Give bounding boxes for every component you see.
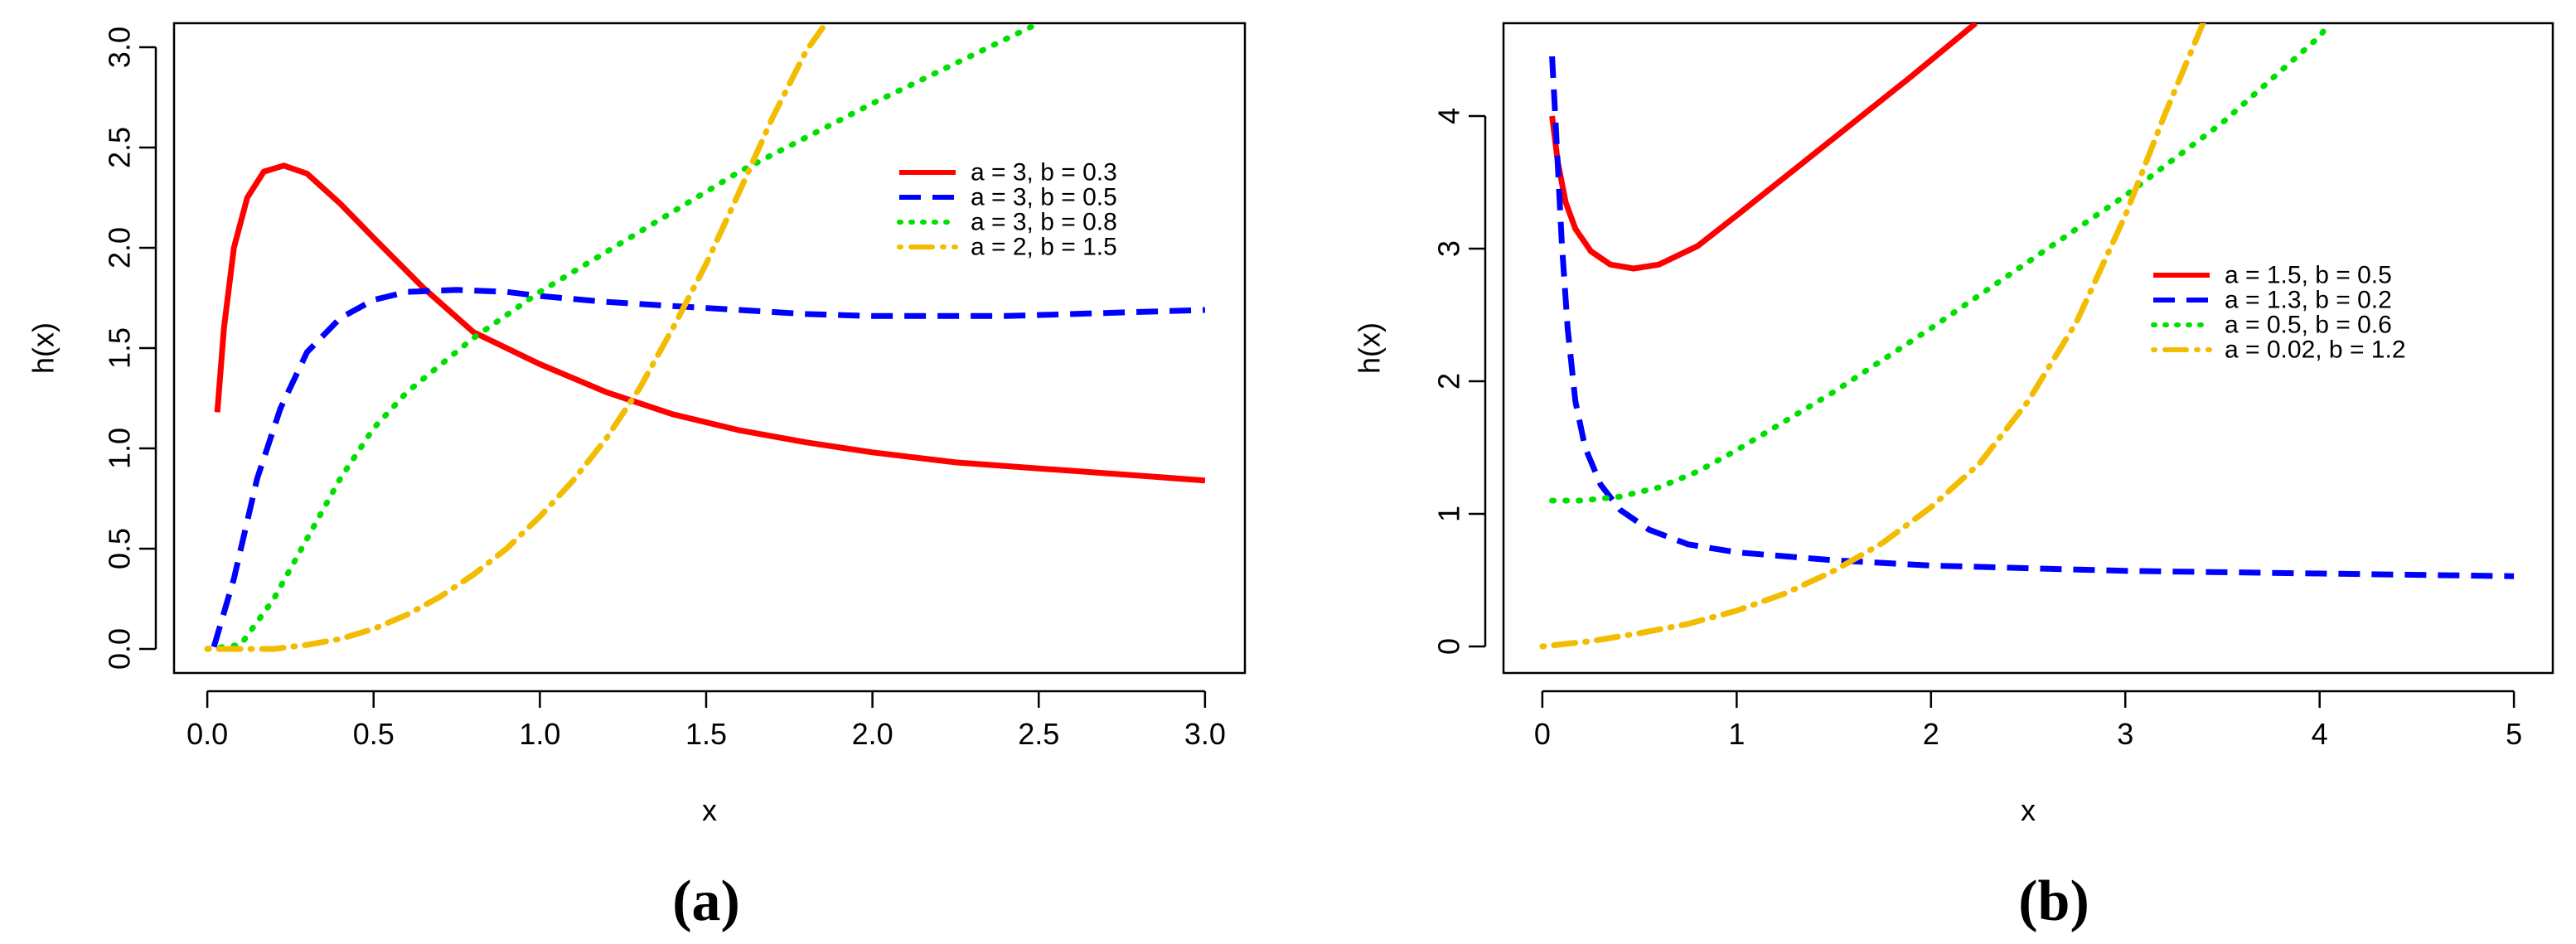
legend-label: a = 3, b = 0.8 — [971, 209, 1117, 236]
y-axis-label: h(x) — [1353, 322, 1387, 374]
x-tick-label: 0.5 — [353, 717, 395, 751]
x-axis-label: x — [2021, 793, 2036, 827]
y-tick-label: 0.5 — [103, 528, 137, 569]
panel-label: (a) — [672, 869, 740, 933]
series-line — [211, 287, 1206, 648]
legend-label: a = 1.3, b = 0.2 — [2225, 287, 2392, 314]
plot-frame — [172, 22, 1247, 675]
series-line — [1549, 23, 1978, 272]
x-tick-label: 2.5 — [1018, 717, 1059, 751]
legend-label: a = 2, b = 1.5 — [971, 234, 1117, 261]
series-line — [1549, 56, 2515, 579]
y-tick-label: 2.5 — [103, 127, 137, 168]
x-tick-label: 1.5 — [685, 717, 727, 751]
series-group — [1539, 23, 2515, 650]
chart-panel-b: 0 1 2 3 4 5 0 1 2 3 4 x h(x) a = 1.5, b = 0.5a = 1.3,… — [1353, 22, 2554, 933]
x-tick-label: 2.0 — [852, 717, 893, 751]
series-line — [204, 23, 829, 652]
x-tick-label: 3.0 — [1184, 717, 1226, 751]
chart-panel-a: 0.0 0.5 1.0 1.5 2.0 2.5 3.0 0.0 0.5 1.0 1.5 2.0 2.5 3… — [27, 22, 1247, 933]
x-axis-label: x — [702, 793, 717, 827]
x-tick-label: 1.0 — [519, 717, 560, 751]
y-tick-label: 1 — [1432, 506, 1466, 522]
x-tick-label: 2 — [1923, 717, 1939, 751]
series-line — [1539, 23, 2206, 650]
x-tick-label: 4 — [2312, 717, 2328, 751]
plot-frame — [1502, 22, 2554, 675]
series-line — [1549, 23, 2332, 504]
y-tick-label: 2 — [1432, 373, 1466, 390]
legend: a = 1.5, b = 0.5a = 1.3, b = 0.2a = 0.5,… — [2151, 262, 2406, 364]
y-tick-label: 3.0 — [103, 27, 137, 68]
x-tick-label: 0 — [1534, 717, 1551, 751]
y-tick-label: 1.0 — [103, 428, 137, 469]
y-tick-label: 2.0 — [103, 227, 137, 269]
y-tick-label: 4 — [1432, 108, 1466, 124]
y-tick-label: 0 — [1432, 638, 1466, 655]
series-line — [204, 23, 1042, 652]
legend: a = 3, b = 0.3a = 3, b = 0.5a = 3, b = 0… — [897, 159, 1117, 261]
x-tick-label: 1 — [1728, 717, 1745, 751]
legend-label: a = 0.02, b = 1.2 — [2225, 336, 2406, 364]
y-tick-label: 0.0 — [103, 628, 137, 670]
y-tick-label: 1.5 — [103, 327, 137, 369]
legend-label: a = 3, b = 0.3 — [971, 159, 1117, 186]
x-tick-label: 5 — [2506, 717, 2522, 751]
panel-label: (b) — [2018, 869, 2089, 933]
y-axis-label: h(x) — [27, 322, 61, 374]
x-tick-label: 3 — [2117, 717, 2133, 751]
y-tick-label: 3 — [1432, 240, 1466, 257]
legend-label: a = 1.5, b = 0.5 — [2225, 262, 2392, 289]
series-group — [204, 23, 1206, 652]
series-line — [214, 162, 1206, 484]
legend-label: a = 3, b = 0.5 — [971, 184, 1117, 211]
x-tick-label: 0.0 — [186, 717, 228, 751]
legend-label: a = 0.5, b = 0.6 — [2225, 312, 2392, 339]
